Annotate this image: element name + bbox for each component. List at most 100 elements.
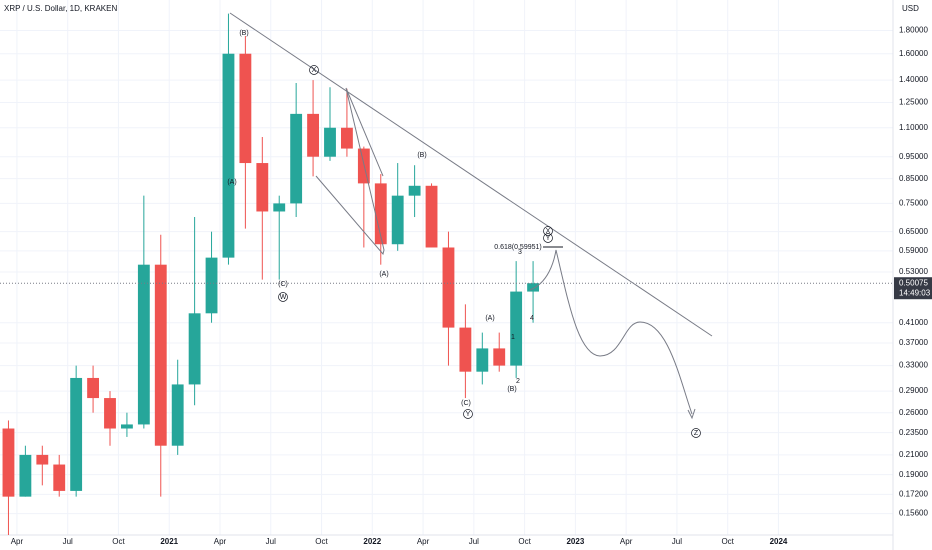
y-tick-label: 0.17200 bbox=[899, 489, 928, 498]
y-tick-label: 0.15600 bbox=[899, 509, 928, 518]
y-tick-label: 0.19000 bbox=[899, 470, 928, 479]
wave-label: 4 bbox=[530, 315, 534, 322]
x-tick-label: 2021 bbox=[160, 537, 178, 546]
candle-body bbox=[87, 377, 99, 399]
x-tick-label: Oct bbox=[518, 537, 531, 546]
candle-body bbox=[493, 348, 506, 366]
current-price-box bbox=[894, 277, 932, 300]
wave-label: W bbox=[280, 294, 287, 301]
candle-body bbox=[273, 203, 286, 212]
wave-label: (B) bbox=[507, 386, 516, 393]
wave-label: (C) bbox=[461, 400, 471, 407]
wave-circle bbox=[463, 409, 473, 419]
candle-body bbox=[154, 264, 167, 446]
channel bbox=[315, 87, 385, 256]
wave-label: (C) bbox=[278, 281, 288, 288]
candle-body bbox=[53, 464, 66, 491]
x-tick-label: Apr bbox=[620, 537, 633, 546]
candle-body bbox=[408, 185, 421, 196]
x-tick-label: Jul bbox=[672, 537, 682, 546]
x-tick-label: Jul bbox=[266, 537, 276, 546]
wave-circle bbox=[691, 428, 701, 438]
candle-body bbox=[307, 113, 319, 157]
y-tick-label: 0.41000 bbox=[899, 318, 928, 327]
projection bbox=[529, 249, 693, 415]
y-tick-label: 1.25000 bbox=[899, 98, 928, 107]
candle-body bbox=[171, 384, 184, 446]
y-tick-label: 0.53000 bbox=[899, 267, 928, 276]
x-tick-label: Oct bbox=[721, 537, 734, 546]
wave-label: 0.618(0.59951) bbox=[494, 244, 541, 251]
wave-label: Z bbox=[694, 430, 699, 437]
candle-body bbox=[222, 53, 235, 258]
x-tick-label: Oct bbox=[112, 537, 125, 546]
y-tick-label: 0.75000 bbox=[899, 199, 928, 208]
candle-body bbox=[476, 348, 489, 372]
trendline bbox=[229, 12, 713, 337]
x-tick-label: Jul bbox=[469, 537, 479, 546]
candle-body bbox=[442, 247, 455, 328]
arrow-head bbox=[687, 408, 696, 420]
wave-label: (A) bbox=[227, 179, 236, 186]
candle-body bbox=[188, 313, 201, 385]
wave-label: (B) bbox=[239, 30, 248, 37]
y-tick-label: 0.23500 bbox=[899, 428, 928, 437]
countdown: 14:49:03 bbox=[899, 288, 931, 297]
y-tick-label: 0.59000 bbox=[899, 246, 928, 255]
x-tick-label: 2022 bbox=[363, 537, 381, 546]
y-tick-label: 0.95000 bbox=[899, 152, 928, 161]
candle-body bbox=[70, 377, 83, 491]
y-tick-label: 0.29000 bbox=[899, 386, 928, 395]
wave-circle bbox=[278, 292, 288, 302]
candle-body bbox=[527, 283, 539, 292]
x-tick-label: Apr bbox=[214, 537, 227, 546]
candle-body bbox=[391, 195, 404, 245]
y-tick-label: 0.85000 bbox=[899, 174, 928, 183]
y-tick-label: 0.21000 bbox=[899, 450, 928, 459]
candle-body bbox=[239, 53, 252, 164]
x-tick-label: 2023 bbox=[566, 537, 584, 546]
wave-label: X bbox=[546, 228, 551, 235]
y-tick-label: 1.40000 bbox=[899, 75, 928, 84]
candle-body bbox=[425, 185, 438, 248]
wave-label: 3 bbox=[518, 249, 522, 256]
x-tick-label: 2024 bbox=[770, 537, 788, 546]
candle-body bbox=[104, 398, 116, 429]
candle-body bbox=[290, 113, 303, 204]
y-tick-label: 0.37000 bbox=[899, 338, 928, 347]
y-tick-label: 1.60000 bbox=[899, 49, 928, 58]
candle-body bbox=[510, 291, 523, 366]
y-tick-label: 0.33000 bbox=[899, 361, 928, 370]
wave-label: (A) bbox=[379, 271, 388, 278]
candle-body bbox=[121, 424, 133, 429]
wave-label: (B) bbox=[417, 152, 426, 159]
x-tick-label: Oct bbox=[315, 537, 328, 546]
wave-label: (A) bbox=[485, 315, 494, 322]
wave-circle bbox=[543, 233, 553, 243]
candle-body bbox=[137, 264, 150, 425]
x-tick-label: Jul bbox=[63, 537, 73, 546]
y-tick-label: 1.10000 bbox=[899, 123, 928, 132]
wave-label: Y bbox=[546, 235, 551, 242]
wave-label: X bbox=[312, 67, 317, 74]
y-tick-label: 1.80000 bbox=[899, 26, 928, 35]
candle-body bbox=[36, 454, 49, 465]
wave-label: 2 bbox=[516, 378, 520, 385]
wave-label: 1 bbox=[511, 334, 515, 341]
y-tick-label: 0.65000 bbox=[899, 227, 928, 236]
chart-title: XRP / U.S. Dollar, 1D, KRAKEN bbox=[4, 4, 117, 13]
wave-circle bbox=[543, 226, 553, 236]
current-price-label: 0.50075 bbox=[899, 278, 928, 287]
candle-body bbox=[341, 127, 353, 149]
x-tick-label: Apr bbox=[417, 537, 430, 546]
candle-body bbox=[459, 327, 472, 372]
wave-label: Y bbox=[466, 411, 471, 418]
candle-body bbox=[324, 127, 336, 157]
candle-body bbox=[374, 183, 387, 245]
y-axis-label: USD bbox=[902, 4, 919, 13]
wave-circle bbox=[309, 65, 319, 75]
candle-body bbox=[2, 428, 15, 497]
candle-body bbox=[256, 163, 269, 212]
candle-body bbox=[205, 257, 218, 314]
